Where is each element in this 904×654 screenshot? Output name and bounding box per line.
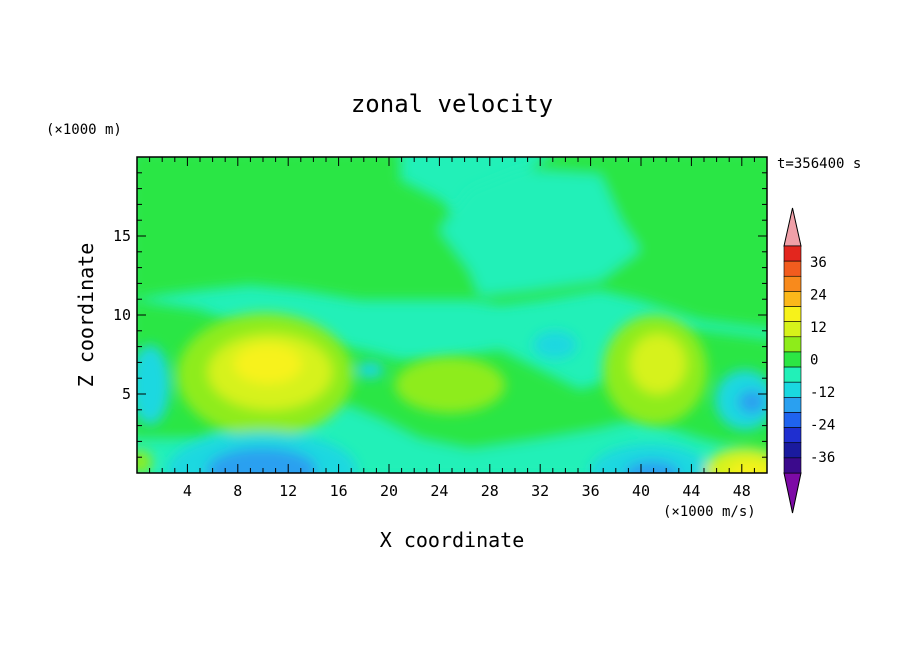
x-tick-label: 44 xyxy=(682,482,700,500)
colorbar-tick-label: 0 xyxy=(810,353,818,369)
x-axis-ticks: 4 8 12 16 20 24 28 32 36 40 44 48 xyxy=(149,157,755,500)
colorbar-tick-label: -36 xyxy=(810,450,835,466)
colorbar-segment xyxy=(783,381,802,398)
y-axis-ticks: 5 10 15 xyxy=(113,172,767,458)
time-label: t=356400 s xyxy=(777,156,861,172)
colorbar-segment xyxy=(783,457,802,474)
y-axis-label: Z coordinate xyxy=(74,243,98,388)
colorbar-over-triangle xyxy=(783,207,802,247)
y-unit-label: (×1000 m) xyxy=(46,122,122,138)
x-tick-label: 16 xyxy=(330,482,348,500)
colorbar: 36 24 12 0 -12 -24 -36 xyxy=(783,207,835,514)
upper-cyan-patch xyxy=(440,170,640,295)
colorbar-segment xyxy=(783,351,802,368)
chart-title: zonal velocity xyxy=(351,90,553,118)
x-tick-label: 48 xyxy=(733,482,751,500)
x-tick-label: 32 xyxy=(531,482,549,500)
colorbar-segment xyxy=(783,245,802,262)
x-tick-label: 28 xyxy=(481,482,499,500)
colorbar-segment xyxy=(783,291,802,307)
colorbar-segment xyxy=(783,366,802,383)
x-tick-label: 4 xyxy=(183,482,192,500)
right-edge-negative-core xyxy=(738,390,766,414)
y-tick-label: 5 xyxy=(122,385,131,403)
x-axis-label: X coordinate xyxy=(380,528,525,552)
bottom-left-positive xyxy=(137,450,152,473)
colorbar-segment xyxy=(783,397,802,413)
right-negative-outer xyxy=(590,444,710,473)
mid-cyan-blob xyxy=(533,331,577,359)
y-tick-label: 10 xyxy=(113,306,131,324)
x-tick-label: 36 xyxy=(582,482,600,500)
colorbar-segment xyxy=(783,412,802,428)
x-tick-label: 12 xyxy=(279,482,297,500)
x-tick-label: 40 xyxy=(632,482,650,500)
colorbar-segment xyxy=(783,427,802,444)
colorbar-tick-label: -24 xyxy=(810,417,835,433)
left-negative-core xyxy=(207,448,317,473)
colorbar-segment xyxy=(783,275,802,292)
small-cyan-blob xyxy=(356,362,384,378)
x-tick-label: 20 xyxy=(380,482,398,500)
corner-positive-core xyxy=(728,462,767,473)
colorbar-segment xyxy=(783,442,802,459)
colorbar-tick-label: 12 xyxy=(810,320,827,336)
contour-field xyxy=(137,157,767,473)
right-jet-core xyxy=(630,334,686,394)
colorbar-segment xyxy=(783,336,802,353)
x-tick-label: 8 xyxy=(233,482,242,500)
x-unit-label: (×1000 m/s) xyxy=(663,504,756,520)
colorbar-tick-label: -12 xyxy=(810,385,835,401)
x-tick-label: 24 xyxy=(430,482,448,500)
colorbar-segment xyxy=(783,260,802,277)
colorbar-tick-label: 24 xyxy=(810,288,827,304)
colorbar-tick-label: 36 xyxy=(810,255,827,271)
colorbar-segment xyxy=(783,321,802,338)
y-tick-label: 15 xyxy=(113,227,131,245)
left-edge-negative xyxy=(137,345,170,425)
colorbar-segment xyxy=(783,306,802,322)
middle-positive-blob xyxy=(395,357,505,413)
left-jet-core xyxy=(234,344,302,384)
colorbar-under-triangle xyxy=(783,472,802,514)
